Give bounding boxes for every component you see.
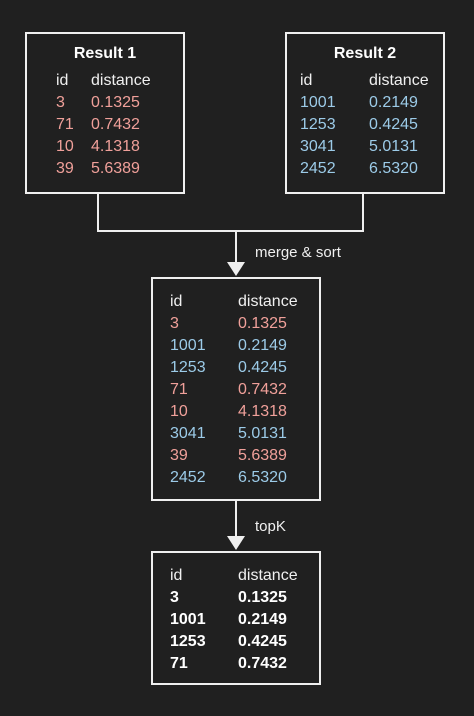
- result2-row-id: 3041: [300, 138, 336, 155]
- result1-row-distance: 5.6389: [91, 160, 140, 177]
- result2-id-header: id: [300, 72, 313, 89]
- topk-arrow-head: [227, 536, 245, 550]
- merged-box: id distance 3 0.1325 1001 0.2149 1253 0.…: [151, 277, 321, 501]
- merged-row-id: 39: [170, 447, 188, 464]
- merged-row-id: 71: [170, 381, 188, 398]
- result1-distance-header: distance: [91, 72, 151, 89]
- connector-result1-to-merge: [97, 194, 236, 232]
- result2-row-id: 1253: [300, 116, 336, 133]
- merged-row-distance: 6.5320: [238, 469, 287, 486]
- result1-row-id: 71: [56, 116, 74, 133]
- topk-label: topK: [255, 518, 286, 535]
- result1-id-header: id: [56, 72, 69, 89]
- result1-title: Result 1: [73, 45, 137, 62]
- result2-distance-header: distance: [369, 72, 429, 89]
- connector-result2-to-merge: [236, 194, 364, 232]
- topk-row-id: 1001: [170, 611, 206, 628]
- merged-id-header: id: [170, 293, 183, 310]
- result1-row-id: 10: [56, 138, 74, 155]
- merged-row-distance: 0.7432: [238, 381, 287, 398]
- merged-row-id: 1253: [170, 359, 206, 376]
- merged-row-distance: 0.1325: [238, 315, 287, 332]
- result2-row-distance: 0.4245: [369, 116, 418, 133]
- merged-row-distance: 4.1318: [238, 403, 287, 420]
- topk-distance-header: distance: [238, 567, 298, 584]
- result2-row-id: 2452: [300, 160, 336, 177]
- result2-row-id: 1001: [300, 94, 336, 111]
- result2-row-distance: 6.5320: [369, 160, 418, 177]
- result2-title: Result 2: [333, 45, 397, 62]
- merge-arrow-head: [227, 262, 245, 276]
- topk-row-distance: 0.7432: [238, 655, 287, 672]
- merged-distance-header: distance: [238, 293, 298, 310]
- merged-row-distance: 5.6389: [238, 447, 287, 464]
- result1-row-distance: 4.1318: [91, 138, 140, 155]
- merged-row-distance: 0.4245: [238, 359, 287, 376]
- topk-row-distance: 0.1325: [238, 589, 287, 606]
- result2-box: Result 2 id distance 1001 0.2149 1253 0.…: [285, 32, 445, 194]
- merged-row-id: 1001: [170, 337, 206, 354]
- topk-row-id: 3: [170, 589, 179, 606]
- result1-row-id: 39: [56, 160, 74, 177]
- result2-row-distance: 5.0131: [369, 138, 418, 155]
- result2-row-distance: 0.2149: [369, 94, 418, 111]
- merged-row-id: 2452: [170, 469, 206, 486]
- merged-row-id: 3041: [170, 425, 206, 442]
- merged-row-distance: 0.2149: [238, 337, 287, 354]
- topk-row-id: 71: [170, 655, 188, 672]
- merged-row-distance: 5.0131: [238, 425, 287, 442]
- merged-row-id: 3: [170, 315, 179, 332]
- topk-row-distance: 0.4245: [238, 633, 287, 650]
- topk-id-header: id: [170, 567, 183, 584]
- result1-row-distance: 0.7432: [91, 116, 140, 133]
- result1-row-id: 3: [56, 94, 65, 111]
- topk-row-distance: 0.2149: [238, 611, 287, 628]
- merge-sort-label: merge & sort: [255, 244, 341, 261]
- topk-box: id distance 3 0.1325 1001 0.2149 1253 0.…: [151, 551, 321, 685]
- topk-row-id: 1253: [170, 633, 206, 650]
- result1-row-distance: 0.1325: [91, 94, 140, 111]
- merged-row-id: 10: [170, 403, 188, 420]
- result1-box: Result 1 id distance 3 0.1325 71 0.7432 …: [25, 32, 185, 194]
